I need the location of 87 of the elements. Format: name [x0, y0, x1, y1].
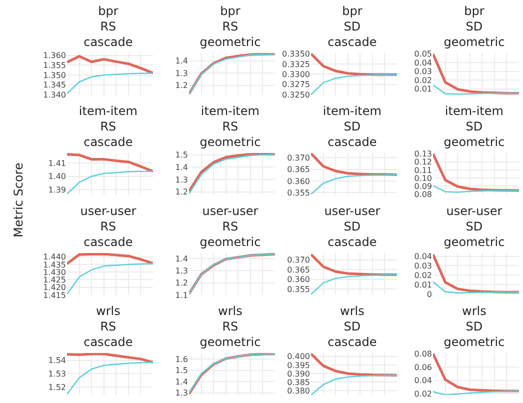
y-tick-label: 1.4: [175, 254, 188, 264]
y-tick-label: 0.01: [414, 280, 432, 290]
y-tick-label: 0.360: [287, 176, 310, 186]
chart-title: user-user RS cascade: [80, 204, 136, 250]
y-tick-label: 0.12: [414, 158, 432, 167]
y-tick-label: 1.3: [175, 266, 188, 276]
chart-title: bpr RS cascade: [84, 4, 133, 50]
y-tick-label: 1.430: [43, 268, 66, 277]
y-tick-label: 0.02: [414, 270, 432, 280]
y-tick-label: 0.3275: [282, 80, 310, 90]
y-tick-label: 0.3300: [282, 70, 310, 79]
y-tick-label: 1.39: [48, 185, 66, 194]
y-tick-label: 0.09: [414, 182, 432, 191]
y-tick-label: 0.08: [414, 190, 432, 199]
chart-title: wrls SD cascade: [328, 304, 377, 350]
y-tick-label: 0.05: [414, 50, 432, 59]
y-tick-label: 0.365: [287, 265, 310, 274]
y-tick-label: 1.440: [43, 252, 66, 262]
y-tick-label: 0.370: [287, 153, 310, 162]
y-tick-label: 0.11: [414, 166, 432, 175]
chart-title: bpr RS geometric: [200, 4, 261, 50]
y-tick-label: 1.2: [175, 278, 188, 288]
y-tick-label: 1.3: [175, 175, 188, 184]
chart-title: wrls RS geometric: [200, 304, 261, 350]
y-tick-label: 0.10: [414, 174, 432, 183]
chart-title: bpr SD cascade: [328, 4, 377, 50]
y-tick-label: 0.390: [287, 369, 310, 378]
y-tick-label: 1.355: [43, 60, 66, 70]
y-tick-label: 1.2: [175, 188, 188, 197]
y-tick-label: 0.385: [287, 378, 310, 387]
y-tick-label: 0.01: [414, 84, 432, 94]
y-tick-label: 1.425: [43, 276, 66, 285]
y-tick-label: 1.5: [175, 366, 188, 376]
y-tick-label: 1.4: [175, 377, 188, 386]
y-tick-label: 1.2: [175, 81, 188, 90]
y-axis-title: Metric Score: [10, 162, 25, 238]
y-tick-label: 1.345: [43, 80, 66, 90]
y-tick-label: 0.3325: [282, 60, 310, 69]
y-tick-label: 0.3350: [282, 50, 310, 59]
y-tick-label: 0.06: [414, 362, 432, 372]
y-tick-label: 1.5: [175, 150, 188, 160]
y-tick-label: 0.04: [414, 58, 432, 68]
y-tick-label: 1.1: [175, 290, 188, 300]
y-tick-label: 0.13: [414, 150, 432, 159]
y-tick-label: 1.3: [175, 68, 188, 78]
y-tick-label: 0: [426, 290, 432, 299]
chart-title: wrls RS cascade: [84, 304, 133, 350]
y-tick-label: 0.04: [414, 252, 432, 262]
y-tick-label: 0.360: [287, 275, 310, 284]
y-tick-label: 1.40: [48, 172, 66, 182]
y-tick-label: 0.03: [414, 262, 432, 271]
chart-title: user-user RS geometric: [200, 204, 261, 250]
chart-title: item-item RS cascade: [78, 104, 138, 150]
y-tick-label: 0.380: [287, 386, 310, 396]
y-tick-label: 0.355: [287, 284, 310, 294]
y-tick-label: 0.02: [414, 389, 432, 398]
y-tick-label: 1.3: [175, 388, 188, 398]
y-tick-label: 1.6: [175, 354, 188, 364]
y-tick-label: 0.04: [414, 376, 432, 386]
y-tick-label: 1.4: [175, 163, 188, 172]
y-tick-label: 1.415: [43, 290, 66, 300]
chart-title: wrls SD geometric: [444, 304, 505, 350]
y-tick-label: 1.435: [43, 260, 66, 270]
y-tick-label: 1.420: [43, 283, 66, 292]
y-tick-label: 0.365: [287, 165, 310, 174]
y-tick-label: 0.02: [414, 76, 432, 85]
y-tick-label: 1.4: [175, 56, 188, 66]
y-tick-label: 0.355: [287, 188, 310, 198]
y-tick-label: 0.400: [287, 352, 310, 362]
chart-title: item-item SD geometric: [444, 104, 505, 150]
y-tick-label: 1.360: [43, 51, 66, 60]
chart-title: item-item SD cascade: [322, 104, 382, 150]
y-tick-label: 1.41: [48, 158, 66, 168]
y-tick-label: 0.395: [287, 360, 310, 370]
y-tick-label: 0.08: [414, 349, 432, 358]
y-tick-label: 1.54: [48, 356, 66, 366]
y-tick-label: 0.3250: [282, 90, 310, 100]
chart-title: item-item RS geometric: [200, 104, 261, 150]
y-tick-label: 0.03: [414, 67, 432, 76]
y-tick-label: 1.350: [43, 70, 66, 80]
y-tick-label: 0.370: [287, 256, 310, 265]
chart-title: bpr SD geometric: [444, 4, 505, 50]
y-tick-label: 1.340: [43, 90, 66, 100]
y-tick-label: 1.53: [48, 369, 66, 378]
chart-title: user-user SD cascade: [324, 204, 380, 250]
chart-title: user-user SD geometric: [444, 204, 505, 250]
y-tick-label: 1.52: [48, 382, 66, 392]
